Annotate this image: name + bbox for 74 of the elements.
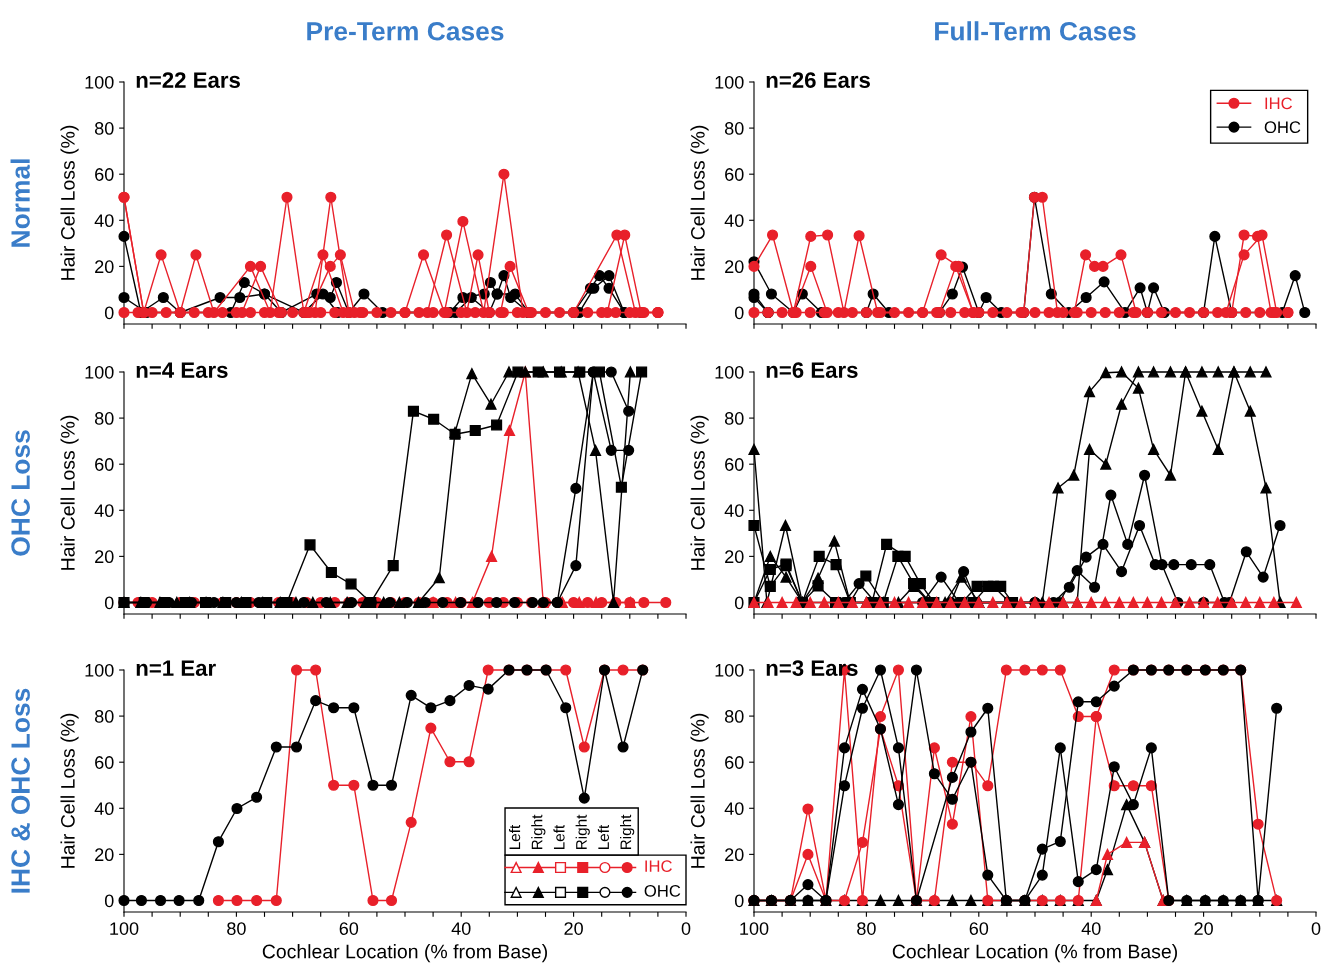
y-tick-label: 60 — [725, 168, 744, 181]
y-tick-label: 20 — [95, 550, 114, 564]
y-tick-label: 60 — [95, 168, 114, 181]
y-tick-label: 80 — [94, 412, 114, 425]
y-tick-label: 0 — [734, 596, 744, 610]
legend-label: OHC — [644, 885, 681, 897]
y-tick-label: 100 — [715, 663, 744, 677]
y-tick-label: 100 — [715, 365, 744, 379]
y-tick-label: 20 — [725, 260, 744, 274]
y-tick-label: 20 — [95, 260, 114, 274]
x-axis-title: Cochlear Location (% from Base) — [892, 944, 1177, 963]
y-axis-title: Hair Cell Loss (%) — [60, 713, 79, 868]
text: Normal — [10, 159, 30, 247]
x-tick-label: 80 — [227, 922, 246, 935]
y-tick-label: 0 — [734, 894, 744, 908]
y-tick-label: 100 — [85, 365, 114, 379]
y-tick-label: 60 — [725, 756, 744, 769]
y-tick-label: 60 — [95, 756, 114, 769]
text: OHC Loss — [11, 430, 30, 556]
y-tick-label: 0 — [104, 306, 114, 320]
y-axis-title: Hair Cell Loss (%) — [60, 415, 79, 570]
y-axis-title: Hair Cell Loss (%) — [690, 415, 709, 570]
y-tick-label: 100 — [85, 663, 114, 677]
y-tick-label: 80 — [724, 122, 744, 135]
annotation: Left — [553, 824, 565, 850]
annotation: Right — [531, 814, 546, 850]
x-tick-label: 20 — [1194, 922, 1213, 935]
x-axis-title: Cochlear Location (% from Base) — [262, 944, 547, 963]
x-tick-label: 20 — [564, 922, 583, 935]
y-axis-title: Hair Cell Loss (%) — [690, 125, 709, 280]
legend-label: IHC — [645, 860, 672, 873]
y-tick-label: 80 — [724, 412, 744, 425]
annotation: Right — [620, 814, 635, 850]
y-tick-label: 60 — [95, 458, 114, 471]
x-tick-label: 0 — [1311, 922, 1321, 935]
annotation: Right — [575, 814, 590, 850]
x-tick-label: 60 — [969, 922, 989, 935]
y-axis-title: Hair Cell Loss (%) — [690, 713, 709, 868]
y-axis-title: Hair Cell Loss (%) — [60, 125, 79, 280]
y-tick-label: 0 — [104, 894, 114, 908]
chart-title: Pre-Term Cases — [307, 21, 504, 41]
y-tick-label: 100 — [715, 75, 744, 89]
legend-label: OHC — [1264, 121, 1301, 134]
annotation: Left — [509, 824, 521, 850]
x-tick-label: 40 — [1081, 922, 1101, 935]
y-tick-label: 80 — [724, 710, 744, 723]
text: IHC & OHC Loss — [11, 688, 30, 893]
legend-label: IHC — [1265, 97, 1293, 110]
y-tick-label: 40 — [724, 214, 744, 228]
annotation: n=22 Ears — [136, 72, 240, 88]
x-tick-label: 40 — [451, 922, 471, 935]
annotation: n=6 Ears — [766, 362, 858, 378]
y-tick-label: 100 — [85, 75, 114, 89]
y-tick-label: 0 — [734, 306, 744, 320]
chart-title: Full-Term Cases — [935, 21, 1136, 41]
y-tick-label: 40 — [724, 802, 744, 816]
x-tick-label: 0 — [681, 922, 691, 935]
y-tick-label: 20 — [725, 550, 744, 564]
annotation: Left — [597, 824, 610, 850]
y-tick-label: 80 — [94, 122, 114, 135]
y-tick-label: 0 — [104, 596, 114, 610]
y-tick-label: 40 — [94, 214, 114, 228]
annotation: n=26 Ears — [766, 72, 870, 88]
x-tick-label: 80 — [857, 922, 876, 935]
y-tick-label: 40 — [724, 504, 744, 518]
y-tick-label: 80 — [94, 710, 114, 723]
annotation: n=1 Ear — [136, 660, 216, 676]
y-tick-label: 40 — [94, 802, 114, 816]
y-tick-label: 40 — [94, 504, 114, 518]
x-tick-label: 60 — [339, 922, 359, 935]
y-tick-label: 20 — [95, 848, 114, 862]
y-tick-label: 60 — [725, 458, 744, 471]
y-tick-label: 20 — [725, 848, 744, 862]
annotation: n=4 Ears — [136, 362, 228, 378]
